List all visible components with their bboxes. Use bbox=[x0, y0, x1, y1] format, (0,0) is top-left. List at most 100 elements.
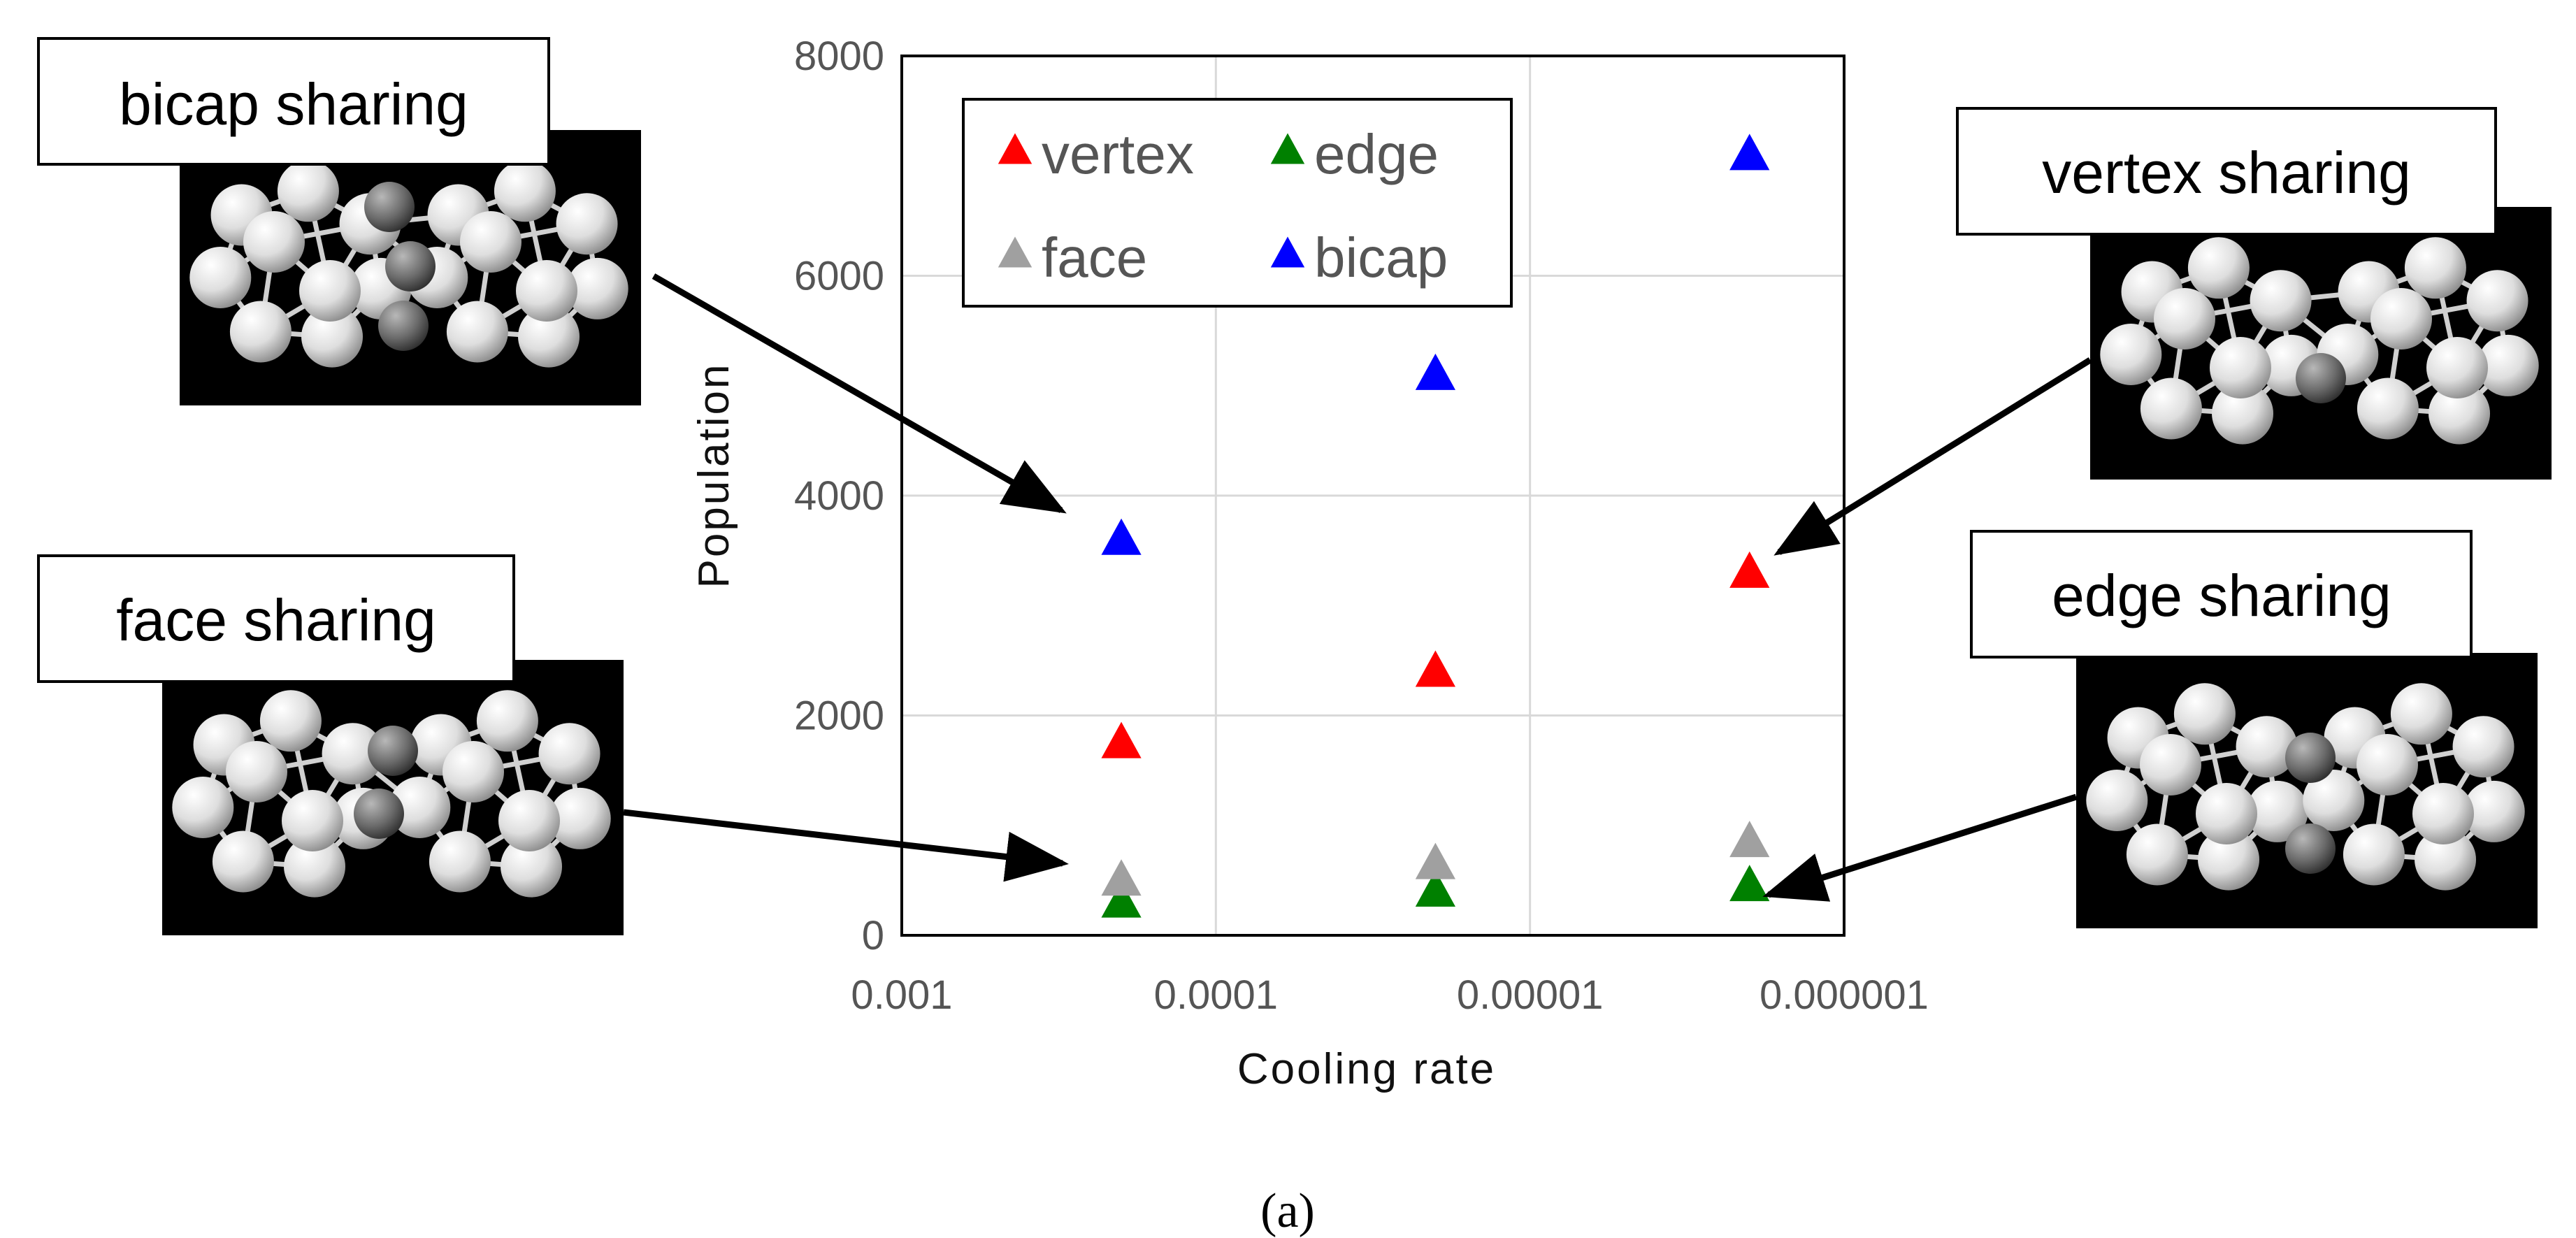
y-tick-label: 8000 bbox=[794, 34, 884, 79]
molecule-atom bbox=[2210, 337, 2271, 398]
marker-face bbox=[1415, 842, 1456, 879]
molecule-atom bbox=[2212, 382, 2274, 445]
molecule-atom bbox=[2429, 382, 2491, 445]
molecule-atom bbox=[2140, 377, 2202, 440]
y-tick-label: 6000 bbox=[794, 254, 884, 299]
molecule-atom bbox=[282, 790, 343, 851]
marker-bicap bbox=[1729, 134, 1770, 171]
callout-box-vertex bbox=[1956, 107, 2497, 236]
molecule-atom bbox=[364, 182, 415, 232]
molecule-atom bbox=[429, 830, 491, 893]
callout-label-vertex: vertex sharing bbox=[2042, 140, 2411, 206]
molecule-image-bicap bbox=[180, 130, 641, 405]
panel-label: (a) bbox=[1260, 1184, 1315, 1238]
x-tick-label: 0.00001 bbox=[1457, 972, 1604, 1018]
molecule-image-edge bbox=[2076, 653, 2538, 928]
molecule-atom bbox=[460, 211, 521, 273]
molecule-atom bbox=[2285, 733, 2336, 783]
marker-bicap bbox=[1415, 353, 1456, 390]
molecule-atom bbox=[538, 723, 600, 785]
molecule-atom bbox=[494, 160, 556, 222]
molecule-atom bbox=[2343, 823, 2405, 886]
molecule-atom bbox=[226, 741, 287, 802]
molecule-atom bbox=[2296, 353, 2346, 403]
x-axis-ticks: 0.001 0.0001 0.00001 0.000001 bbox=[851, 972, 1929, 1018]
legend-label-edge: edge bbox=[1314, 123, 1439, 185]
molecule-atom bbox=[2187, 237, 2250, 299]
molecule-atom bbox=[2356, 734, 2418, 796]
molecule-atom bbox=[2452, 716, 2514, 778]
arrow-edge bbox=[1762, 793, 2078, 902]
legend-box bbox=[962, 98, 1513, 308]
molecule-atom bbox=[2086, 770, 2148, 832]
molecule-atom bbox=[2466, 270, 2528, 332]
molecule-atom bbox=[476, 690, 538, 752]
legend-label-bicap: bicap bbox=[1314, 226, 1448, 289]
molecule-atom bbox=[259, 690, 322, 752]
molecule-atom bbox=[229, 301, 292, 363]
molecule-atom bbox=[385, 241, 436, 291]
marker-vertex bbox=[1415, 650, 1456, 687]
molecule-atom bbox=[2477, 334, 2539, 396]
legend-marker-face bbox=[998, 236, 1032, 268]
legend-label-vertex: vertex bbox=[1042, 123, 1194, 185]
molecule-atom bbox=[2285, 823, 2336, 874]
molecule-atom bbox=[2370, 288, 2432, 350]
arrow-bicap bbox=[652, 273, 1067, 514]
marker-edge bbox=[1415, 870, 1456, 907]
y-tick-label: 2000 bbox=[794, 693, 884, 739]
x-axis-title: Cooling rate bbox=[1237, 1045, 1496, 1093]
molecule-atom bbox=[299, 260, 361, 322]
plot-frame bbox=[900, 55, 1845, 937]
y-tick-label: 4000 bbox=[794, 473, 884, 519]
x-tick-label: 0.0001 bbox=[1154, 972, 1278, 1018]
molecule-atom bbox=[2173, 683, 2236, 745]
molecule-atom bbox=[2412, 783, 2474, 844]
legend-marker-vertex bbox=[998, 133, 1032, 164]
molecule-atom bbox=[2198, 828, 2260, 891]
marker-face bbox=[1101, 859, 1142, 896]
legend-marker-edge bbox=[1270, 133, 1305, 164]
molecule-atom bbox=[189, 247, 252, 309]
marker-face bbox=[1729, 821, 1770, 858]
molecule-atom bbox=[354, 789, 404, 839]
callout-box-face bbox=[37, 554, 515, 683]
molecule-image-vertex bbox=[2090, 207, 2552, 480]
molecule-atom bbox=[389, 777, 451, 839]
callout-label-bicap: bicap sharing bbox=[119, 71, 468, 137]
molecule-atom bbox=[501, 835, 563, 898]
marker-edge bbox=[1101, 881, 1142, 918]
molecule-atom bbox=[2426, 337, 2488, 398]
x-tick-label: 0.001 bbox=[851, 972, 952, 1018]
marker-bicap bbox=[1101, 518, 1142, 555]
molecule-atom bbox=[2463, 780, 2525, 842]
molecule-atom bbox=[243, 211, 305, 273]
molecule-atom bbox=[516, 260, 577, 322]
molecule-atom bbox=[2356, 377, 2419, 440]
molecule-atom bbox=[2140, 734, 2201, 796]
y-axis-ticks: 0 2000 4000 6000 8000 bbox=[794, 34, 884, 958]
molecule-atom bbox=[2154, 288, 2215, 350]
marker-vertex bbox=[1729, 551, 1770, 588]
molecule-atom bbox=[2196, 783, 2257, 844]
molecule-atom bbox=[2246, 780, 2308, 842]
molecule-atom bbox=[556, 193, 618, 255]
molecule-atom bbox=[2236, 716, 2298, 778]
y-axis-title: Population bbox=[690, 362, 738, 588]
molecule-atom bbox=[2415, 828, 2477, 891]
marker-edge bbox=[1729, 865, 1770, 902]
molecule-atom bbox=[284, 835, 346, 898]
callout-box-bicap bbox=[37, 37, 550, 166]
y-tick-label: 0 bbox=[862, 913, 884, 958]
molecule-atom bbox=[322, 723, 384, 785]
molecule-atom bbox=[2126, 823, 2188, 886]
molecule-atom bbox=[2303, 770, 2365, 832]
callout-box-edge bbox=[1970, 530, 2473, 658]
molecule-atom bbox=[2404, 237, 2466, 299]
molecule-atom bbox=[301, 305, 364, 368]
molecule-atom bbox=[378, 301, 429, 351]
molecule-atom bbox=[368, 726, 418, 776]
molecule-atom bbox=[277, 160, 339, 222]
molecule-atom bbox=[446, 301, 508, 363]
molecule-atom bbox=[566, 257, 628, 319]
